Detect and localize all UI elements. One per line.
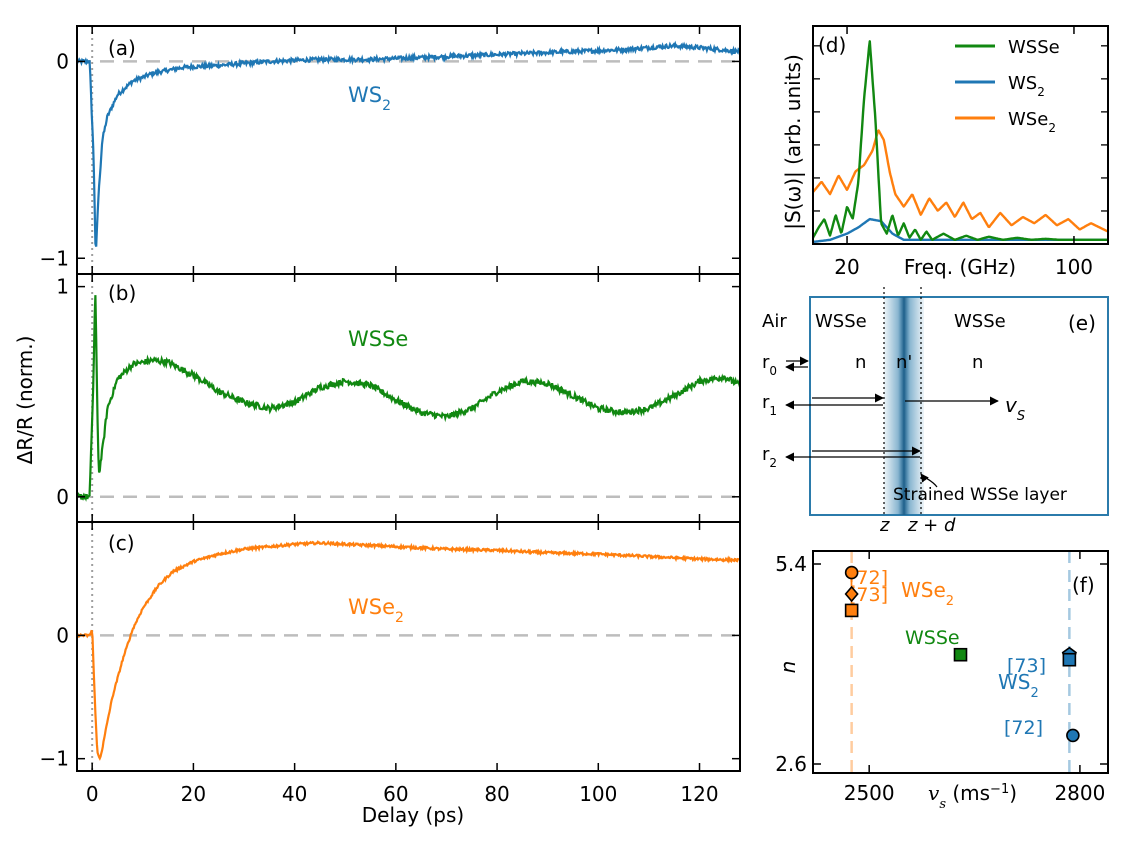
label-zd: z + d (907, 515, 956, 536)
trace-wsse (75, 295, 742, 502)
legend-entry-wsse: WSSe (955, 37, 1060, 58)
panel-label-d: (d) (818, 33, 846, 57)
point-square (844, 603, 859, 618)
panel-label-a: (a) (108, 36, 136, 60)
label-r0: r0 (762, 352, 777, 378)
panel-b: (b) WSSe 0 1 (56, 273, 742, 523)
x-tick-label: 100 (579, 782, 617, 806)
label-air: Air (762, 311, 787, 332)
point-square (1062, 652, 1077, 667)
legend-label-wsse: WSSe (1008, 37, 1060, 58)
ref-73-wse2: [73] (849, 584, 888, 606)
legend-entry-wse2: WSe2 (955, 109, 1056, 135)
legend-entry-ws2: WS2 (955, 73, 1045, 99)
label-strained-layer: Strained WSSe layer (893, 485, 1067, 505)
point-circle (1066, 728, 1080, 743)
ref-73-ws2: [73] (1007, 655, 1046, 677)
schematic-frame (809, 296, 1109, 516)
label-r1: r1 (762, 392, 777, 418)
trace-ws2 (76, 40, 741, 247)
label-wsse-right: WSSe (954, 311, 1006, 332)
x-tick-label: 40 (282, 782, 307, 806)
strained-layer-band (884, 297, 924, 515)
panel-e-schematic: Air WSSe WSSe (e) n n' n r0 r1 vS r2 Str… (762, 287, 1109, 536)
y-tick-label: −1 (40, 747, 69, 771)
label-n-right: n (972, 352, 983, 373)
x-tick-label: 100 (1055, 255, 1093, 279)
x-tick-label: 20 (834, 255, 859, 279)
legend-label-ws2: WS2 (1008, 73, 1045, 99)
label-r2: r2 (762, 444, 777, 470)
x-axis-label-freq: Freq. (GHz) (904, 255, 1016, 279)
x-tick-label: 20 (181, 782, 206, 806)
panel-label-e: (e) (1068, 311, 1096, 335)
axes-frame-b (76, 273, 741, 523)
panel-label-c: (c) (108, 531, 135, 555)
y-tick-label: 0 (56, 49, 69, 73)
label-wsse-f: WSSe (905, 627, 960, 649)
panel-d: (d) Freq. (GHz) |S(ω)| (arb. units) WSSe… (781, 25, 1109, 279)
label-vs: vS (1005, 393, 1025, 424)
ref-72-ws2: [72] (1004, 717, 1043, 739)
x-tick-label: 2500 (844, 781, 895, 805)
x-axis-label-vs: vs (ms−1) (928, 781, 1017, 812)
axes-frame-d (812, 25, 1109, 245)
label-wsse-left: WSSe (815, 311, 867, 332)
series-label-wse2: WSe2 (348, 595, 404, 626)
y-axis-label-n: n (776, 661, 800, 674)
label-wse2-f: WSe2 (901, 578, 954, 609)
axes-frame-a (76, 25, 741, 275)
ref-72-wse2: [72] (849, 567, 888, 589)
x-tick-label: 60 (383, 782, 408, 806)
axes-frame-c (76, 521, 741, 772)
point-square (953, 647, 968, 662)
point-diamond (844, 585, 859, 603)
y-tick-label: 0 (56, 485, 69, 509)
axes-frame-f (812, 550, 1109, 774)
label-n-left: n (855, 352, 866, 373)
y-tick-label: 0 (56, 623, 69, 647)
label-ws2-f: WS2 (998, 670, 1039, 701)
y-tick-label: −1 (40, 246, 69, 270)
arrow-strained-pointer (920, 473, 938, 488)
y-tick-label: 5.4 (775, 552, 807, 576)
label-n-prime: n' (896, 352, 912, 373)
y-tick-label: 2.6 (775, 752, 807, 776)
spectrum-wsse (811, 40, 1109, 241)
x-axis-label-delay: Delay (ps) (362, 803, 464, 827)
spectrum-wse2 (812, 129, 1109, 233)
x-tick-label: 120 (680, 782, 718, 806)
point-circle (844, 565, 859, 580)
x-tick-label: 80 (484, 782, 509, 806)
series-label-ws2: WS2 (348, 83, 391, 114)
panel-f: (f) [72] [73] WSe2 WSSe [73] WS2 [72] vs… (775, 550, 1109, 812)
x-tick-label: 0 (86, 782, 99, 806)
x-tick-label: 2800 (1054, 781, 1105, 805)
trace-wse2 (76, 539, 741, 761)
legend-label-wse2: WSe2 (1008, 109, 1056, 135)
legend: WSSe WS2 WSe2 (955, 37, 1060, 135)
panel-c: (c) WSe2 0 −1 0 20 40 60 80 100 120 (40, 521, 741, 806)
label-z: z (879, 515, 890, 536)
y-axis-label-dr: ΔR/R (norm.) (13, 336, 37, 465)
panel-label-f: (f) (1072, 573, 1095, 597)
panel-a: (a) WS2 0 −1 (40, 25, 741, 275)
y-tick-label: 1 (56, 275, 69, 299)
panel-label-b: (b) (108, 281, 136, 305)
series-label-wsse: WSSe (348, 327, 408, 351)
y-axis-label-spectrum: |S(ω)| (arb. units) (781, 54, 805, 230)
